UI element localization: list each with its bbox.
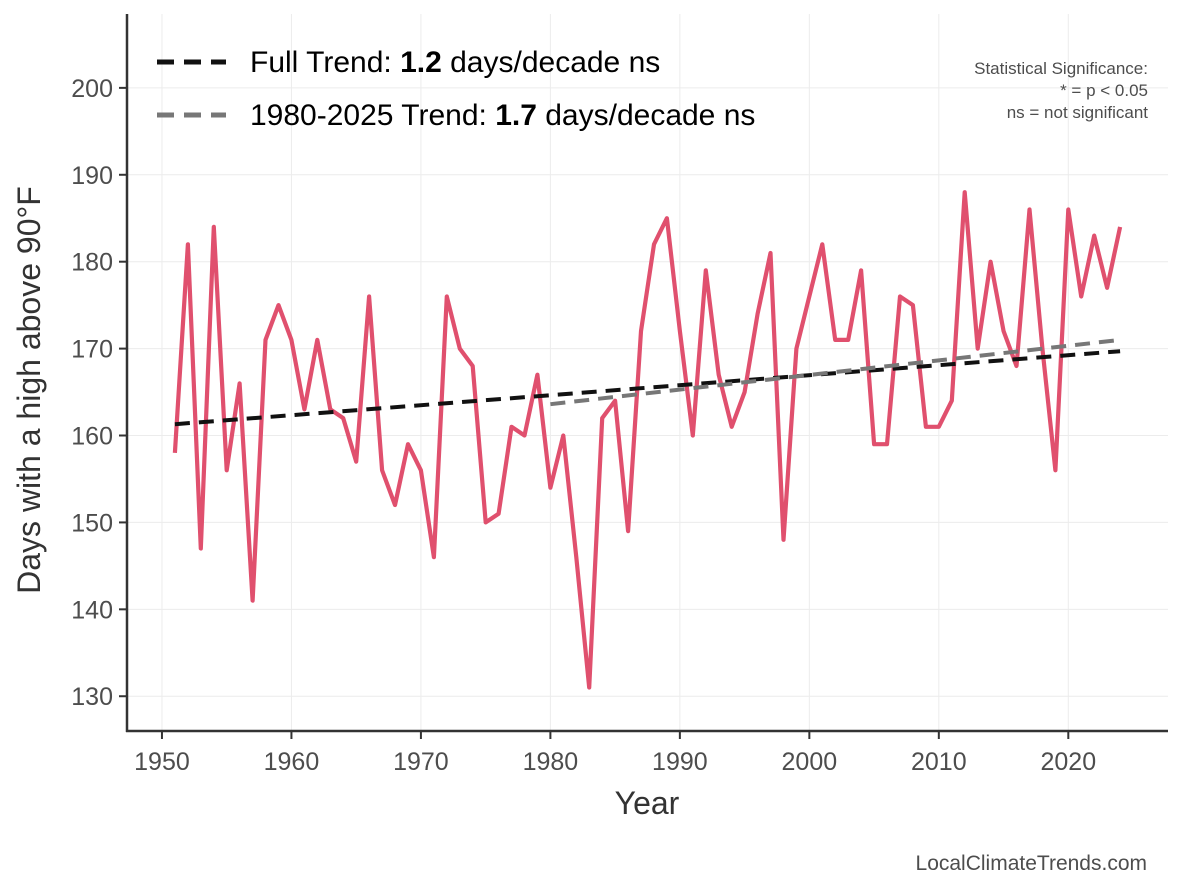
legend-label-1980-trend: 1980-2025 Trend: 1.7 days/decade ns [250, 99, 755, 132]
y-tick-label-160: 160 [71, 423, 113, 451]
legend-value-1980-trend: 1.7 [495, 99, 537, 132]
grid [127, 14, 1168, 731]
y-tick-label-140: 140 [71, 596, 113, 624]
x-tick-label-2020: 2020 [1040, 748, 1096, 776]
x-tick-label-1990: 1990 [652, 748, 708, 776]
y-axis-title: Days with a high above 90°F [11, 186, 47, 594]
x-tick-label-1970: 1970 [393, 748, 449, 776]
significance-note-star: * = p < 0.05 [1060, 81, 1148, 100]
legend: Full Trend: 1.2 days/decade ns 1980-2025… [157, 46, 755, 132]
x-axis-title: Year [615, 785, 680, 821]
legend-value-full-trend: 1.2 [400, 46, 442, 79]
y-tick-label-180: 180 [71, 249, 113, 277]
x-tick-label-1960: 1960 [264, 748, 320, 776]
axes [125, 14, 1168, 733]
legend-suffix-full-trend: days/decade ns [442, 46, 660, 79]
x-tick-label-1950: 1950 [134, 748, 190, 776]
annotations: Statistical Significance: * = p < 0.05 n… [916, 59, 1149, 875]
significance-note-title: Statistical Significance: [974, 59, 1148, 78]
series-line-annual-days [172, 190, 1123, 690]
y-tick-label-170: 170 [71, 336, 113, 364]
x-tick-label-2010: 2010 [911, 748, 967, 776]
ticks: 130 140 150 160 170 180 190 200 1950 1960 1970 1980… [71, 75, 1096, 776]
y-tick-label-200: 200 [71, 75, 113, 103]
significance-note-ns: ns = not significant [1007, 103, 1149, 122]
x-tick-label-2000: 2000 [782, 748, 838, 776]
series-line-full-trend [174, 349, 1121, 427]
credit-label: LocalClimateTrends.com [916, 852, 1147, 875]
legend-prefix-1980-trend: 1980-2025 Trend: [250, 99, 495, 132]
legend-label-full-trend: Full Trend: 1.2 days/decade ns [250, 46, 660, 79]
x-tick-label-1980: 1980 [523, 748, 579, 776]
y-tick-label-150: 150 [71, 509, 113, 537]
y-tick-label-190: 190 [71, 162, 113, 190]
series-group [172, 190, 1123, 690]
legend-suffix-1980-trend: days/decade ns [537, 99, 755, 132]
legend-prefix-full-trend: Full Trend: [250, 46, 400, 79]
y-tick-label-130: 130 [71, 683, 113, 711]
